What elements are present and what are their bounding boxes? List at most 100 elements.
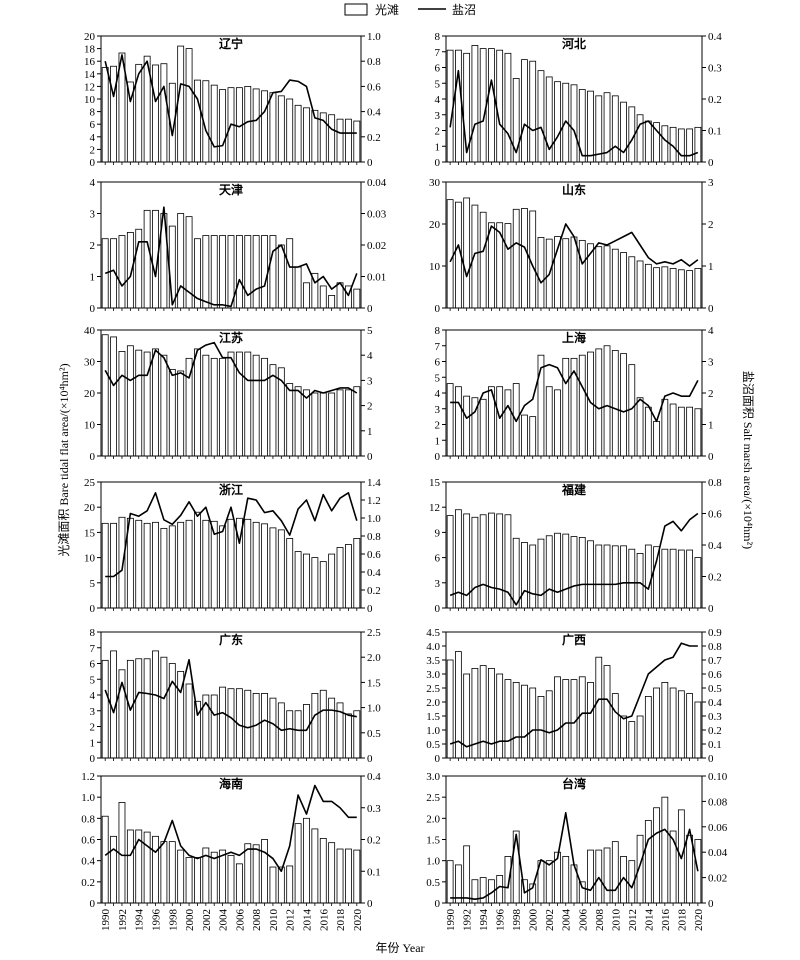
bar-2008 [595,348,603,457]
left-tick-label: 0 [435,753,441,765]
bar-1992 [118,802,126,904]
bar-2006 [578,537,586,609]
right-tick-label: 3 [708,177,714,189]
bar-2016 [661,682,669,759]
bar-2020 [353,288,361,309]
bar-1995 [143,831,151,904]
left-tick-label: 30 [84,357,96,369]
bar-2007 [244,351,252,457]
right-tick-label: 0.2 [367,835,381,847]
bar-2013 [636,114,644,163]
salt-marsh-line [104,54,357,148]
right-tick-label: 0 [367,898,373,910]
bar-2020 [694,701,702,759]
bar-2011 [620,715,627,759]
bar-2014 [303,553,310,609]
bar-2020 [694,126,702,163]
chart-panel-2: 0 1 2 3 4 0 0.01 0.02 0.03 0.04 天津 [90,177,387,315]
bar-2007 [587,682,594,759]
left-tick-label: 0 [90,451,96,463]
left-tick-label: 6 [435,553,441,565]
x-tick-label: 1996 [495,909,507,932]
bar-2016 [319,689,327,759]
x-tick-label: 2016 [660,909,672,932]
right-tick-label: 0.10 [708,771,728,783]
right-tick-label: 0.2 [708,94,722,106]
x-tick-label: 2010 [268,909,280,932]
x-tick-label: 2014 [643,909,655,932]
bar-1993 [471,516,479,609]
bar-1991 [110,835,117,904]
bar-2015 [653,267,660,309]
bar-2008 [595,95,603,163]
bar-2015 [653,546,660,609]
left-tick-label: 0.6 [81,835,95,847]
x-tick-label: 1998 [511,909,523,932]
bar-2004 [562,679,570,759]
chart-panel-6: 0 5 10 15 20 25 0 0.2 0.4 0.6 0.8 1.0 1.2 1.4 浙江 [84,477,381,615]
left-tick-label: 5 [90,674,96,686]
bar-2012 [628,256,636,309]
right-tick-label: 0.2 [367,585,381,597]
bar-2004 [219,849,227,904]
bar-1997 [504,679,512,759]
bar-2011 [277,244,285,309]
left-tick-label: 10 [84,553,96,565]
bar-2010 [269,92,277,163]
left-tick-label: 1.0 [426,856,440,868]
left-tick-label: 15 [84,527,96,539]
bar-2007 [244,235,252,309]
bar-2007 [587,90,594,163]
bar-2003 [554,676,561,759]
bar-2014 [303,704,310,759]
left-tick-label: 2.0 [426,813,440,825]
bar-2019 [686,834,693,904]
left-tick-label: 20 [84,31,96,43]
bar-2002 [202,235,210,309]
bar-2008 [252,844,260,904]
chart-panel-10: 0 0.2 0.4 0.6 0.8 1.0 1.2 0 0.1 0.2 0.3 0.4 1990 1992… [81,771,381,931]
left-tick-label: 7 [435,341,441,353]
bar-2003 [210,235,218,309]
left-tick-label: 2 [435,420,441,432]
left-tick-label: 5 [435,372,441,384]
bar-1996 [496,386,504,457]
x-tick-label: 1998 [167,909,179,932]
x-tick-label: 2018 [335,909,347,932]
bar-2016 [661,125,669,163]
bar-2016 [319,285,327,309]
bar-1994 [479,665,487,759]
bar-1990 [101,334,109,457]
bar-2001 [194,79,201,163]
left-tick-label: 12 [84,81,95,93]
bar-1998 [512,682,520,759]
bar-2017 [328,553,336,609]
right-tick-label: 0.8 [708,641,722,653]
bar-2002 [545,535,553,609]
right-tick-label: 1.5 [367,677,381,689]
bar-1996 [152,348,159,457]
bar-2010 [611,248,619,309]
left-tick-label: 7 [435,47,441,59]
x-tick-label: 2004 [561,909,573,932]
bar-2000 [185,519,193,609]
bar-2008 [595,544,603,609]
bar-2004 [562,533,570,609]
salt-marsh-line [450,363,699,423]
bar-1999 [521,684,528,759]
bar-2001 [194,511,201,609]
bar-2008 [252,521,260,609]
right-tick-label: 5 [367,325,373,337]
bar-2005 [570,679,578,759]
bar-2003 [210,357,218,457]
x-tick-label: 1990 [100,909,112,932]
left-tick-label: 1.0 [81,792,95,804]
bar-1998 [168,525,176,609]
left-axis-label: 光滩面积 Bare tidal flat area/(×10⁴hm²) [57,363,71,556]
bar-1999 [177,45,185,163]
bar-2018 [336,118,344,163]
bar-1999 [177,370,185,457]
bar-2015 [311,392,319,457]
bar-2014 [303,817,310,904]
bar-2013 [636,553,644,609]
